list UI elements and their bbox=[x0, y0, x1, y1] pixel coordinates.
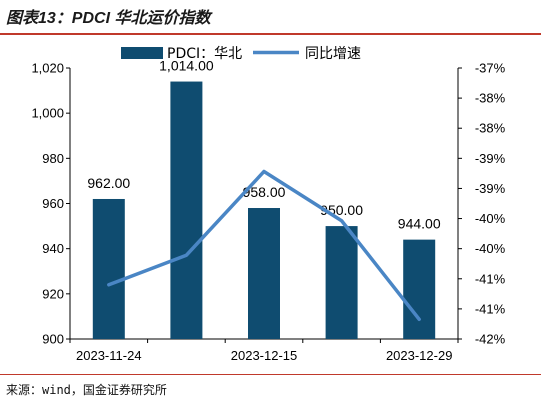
legend-line-label: 同比增速 bbox=[305, 46, 361, 62]
legend-bar-label: PDCI：华北 bbox=[167, 46, 242, 62]
bar-data-label: 1,014.00 bbox=[159, 58, 214, 74]
y-left-tick-label: 960 bbox=[42, 196, 64, 211]
y-left-tick-label: 920 bbox=[42, 286, 64, 301]
y-right-tick-label: -40% bbox=[475, 241, 506, 256]
y-right-tick-label: -41% bbox=[475, 301, 506, 316]
bar bbox=[325, 226, 358, 339]
y-right-tick-label: -37% bbox=[475, 61, 506, 76]
y-right-tick-label: -41% bbox=[475, 271, 506, 286]
y-right-tick-label: -40% bbox=[475, 211, 506, 226]
bar bbox=[248, 208, 280, 339]
y-left-tick-label: 900 bbox=[42, 332, 64, 347]
x-tick-label: 2023-12-29 bbox=[386, 348, 453, 363]
x-tick-label: 2023-11-24 bbox=[76, 348, 142, 363]
bar bbox=[92, 198, 125, 339]
y-left-tick-label: 940 bbox=[42, 241, 64, 256]
y-left-tick-label: 1,020 bbox=[31, 61, 64, 76]
legend-bar-swatch bbox=[121, 47, 163, 59]
source-note: 来源：wind，国金证券研究所 bbox=[6, 383, 167, 397]
bar bbox=[403, 239, 436, 339]
y-right-tick-label: -39% bbox=[475, 181, 506, 196]
bar-data-label: 944.00 bbox=[398, 216, 441, 232]
y-right-tick-label: -38% bbox=[475, 91, 506, 106]
y-right-tick-label: -42% bbox=[475, 332, 506, 347]
y-left-tick-label: 1,000 bbox=[31, 106, 64, 121]
chart-title: 图表13：PDCI 华北运价指数 bbox=[6, 10, 211, 27]
title-divider bbox=[0, 33, 541, 35]
y-right-tick-label: -38% bbox=[475, 121, 506, 136]
x-tick-label: 2023-12-15 bbox=[231, 348, 298, 363]
y-right-tick-label: -39% bbox=[475, 151, 506, 166]
y-left-tick-label: 980 bbox=[42, 151, 64, 166]
bar bbox=[170, 81, 203, 340]
bar-data-label: 962.00 bbox=[87, 175, 130, 191]
footer-divider bbox=[0, 374, 541, 375]
bar-data-label: 958.00 bbox=[243, 184, 286, 200]
